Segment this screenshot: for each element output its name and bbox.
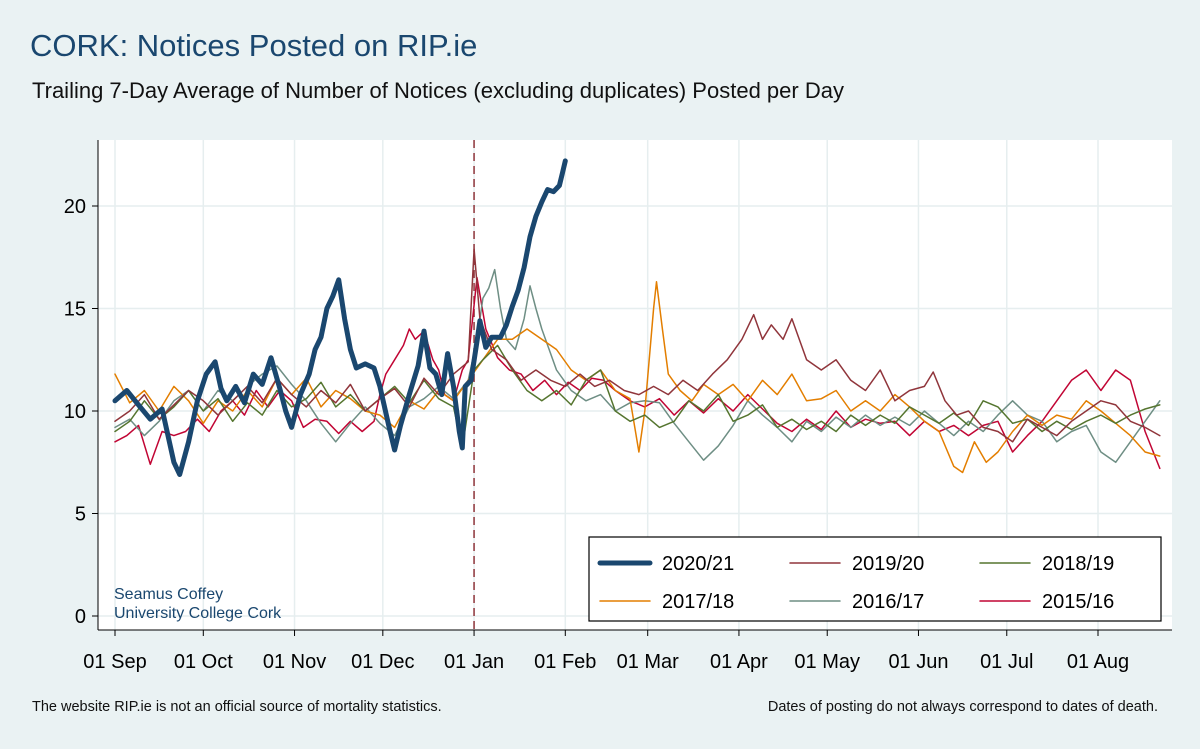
y-tick-label: 5 — [75, 504, 86, 526]
credit-affiliation: University College Cork — [114, 605, 282, 622]
chart-title: CORK: Notices Posted on RIP.ie — [30, 28, 478, 63]
legend-label-2017-18: 2017/18 — [662, 591, 734, 613]
legend-label-2018-19: 2018/19 — [1042, 553, 1114, 575]
x-tick-label: 01 Aug — [1067, 651, 1129, 673]
legend-label-2020-21: 2020/21 — [662, 553, 734, 575]
series-line-2016-17 — [114, 268, 1161, 464]
credit-author: Seamus Coffey — [114, 586, 223, 603]
x-tick-label: 01 Mar — [617, 651, 680, 673]
series-line-2020-21 — [112, 158, 568, 477]
chart-subtitle: Trailing 7-Day Average of Number of Noti… — [32, 78, 844, 103]
series-line-2018-19 — [114, 344, 1161, 449]
legend-label-2015-16: 2015/16 — [1042, 591, 1114, 613]
x-tick-label: 01 Jul — [980, 651, 1033, 673]
x-tick-label: 01 Oct — [174, 651, 233, 673]
x-tick-label: 01 Dec — [351, 651, 414, 673]
y-tick-label: 10 — [64, 401, 86, 423]
x-tick-label: 01 Jan — [444, 651, 504, 673]
x-tick-label: 01 Jun — [888, 651, 948, 673]
y-tick-label: 15 — [64, 299, 86, 321]
legend-label-2019-20: 2019/20 — [852, 553, 924, 575]
x-tick-label: 01 Nov — [263, 651, 326, 673]
x-tick-label: 01 May — [794, 651, 860, 673]
x-tick-label: 01 Feb — [534, 651, 596, 673]
footnote-dates: Dates of posting do not always correspon… — [767, 699, 1158, 715]
legend-label-2016-17: 2016/17 — [852, 591, 924, 613]
y-tick-label: 0 — [75, 606, 86, 628]
x-tick-label: 01 Apr — [710, 651, 768, 673]
y-tick-label: 20 — [64, 196, 86, 218]
legend-box — [588, 536, 1162, 622]
footnote-disclaimer: The website RIP.ie is not an official so… — [32, 699, 442, 715]
x-tick-label: 01 Sep — [83, 651, 146, 673]
series-line-2017-18 — [114, 281, 1161, 474]
